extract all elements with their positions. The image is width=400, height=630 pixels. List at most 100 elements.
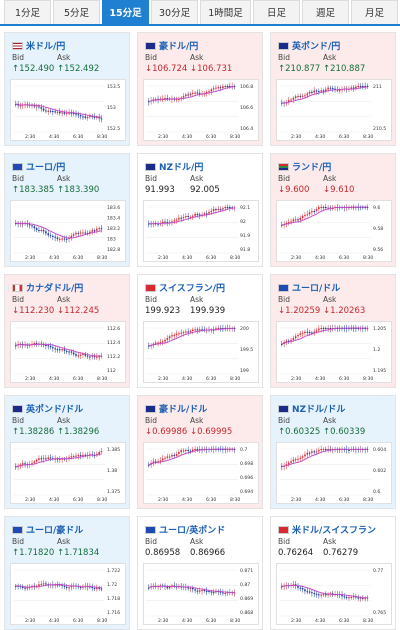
- tab-4[interactable]: 1時間足: [200, 0, 251, 24]
- moving-average-line: [148, 327, 235, 347]
- flag-icon: [145, 404, 156, 413]
- tab-6[interactable]: 週足: [302, 0, 350, 24]
- candle: [285, 340, 288, 343]
- candle: [91, 230, 94, 232]
- pair-title[interactable]: 米ドル/スイスフラン: [278, 523, 376, 536]
- candle: [306, 591, 309, 593]
- price-chart[interactable]: 153.5 153 152.5 2:30 4:30 6:30 8:30: [10, 79, 126, 141]
- ask-label: Ask: [323, 53, 337, 62]
- pair-title[interactable]: 米ドル/円: [12, 39, 65, 52]
- price-chart[interactable]: 9.6 9.58 9.56 2:30 4:30 6:30 8:30: [276, 200, 392, 262]
- currency-card[interactable]: ユーロ/円 Bid ↑183.385 Ask ↑183.390 183.6 183.4 183…: [4, 153, 130, 267]
- price-chart[interactable]: 1.722 1.72 1.718 1.716 2:30 4:30 6:30 8:30: [10, 563, 126, 625]
- ask-price: 1.71834: [64, 548, 100, 558]
- x-tick-label: 2:30: [158, 376, 168, 382]
- pair-title[interactable]: カナダドル/円: [12, 281, 83, 294]
- price-chart[interactable]: 1.385 1.38 1.375 2:30 4:30 6:30 8:30: [10, 442, 126, 504]
- price-chart[interactable]: 0.77 0.765 2:30 4:30 6:30 8:30: [276, 563, 392, 625]
- candle: [164, 339, 166, 342]
- candle: [311, 211, 313, 213]
- candle: [308, 91, 311, 94]
- candle: [63, 238, 66, 240]
- pair-title[interactable]: NZドル/ドル: [278, 402, 345, 415]
- candle: [89, 231, 91, 234]
- y-tick-label: 106.4: [240, 126, 253, 132]
- currency-card[interactable]: NZドル/円 Bid 91.993 Ask 92.005 92.1 92 91.9 91.8 2:…: [137, 153, 263, 267]
- candle: [325, 89, 327, 92]
- pair-title[interactable]: 英ポンド/円: [278, 39, 340, 52]
- pair-title[interactable]: NZドル/円: [145, 160, 203, 173]
- candle: [93, 230, 96, 232]
- candle: [315, 451, 318, 453]
- candle: [187, 216, 189, 218]
- currency-card[interactable]: ユーロ/ドル Bid ↓1.20259 Ask ↓1.20263 1.205 1.2 1.19…: [270, 274, 396, 388]
- tab-5[interactable]: 日足: [252, 0, 300, 24]
- pair-title[interactable]: ランド/円: [278, 160, 331, 173]
- candle: [196, 329, 199, 331]
- pair-title[interactable]: ユーロ/英ポンド: [145, 523, 225, 536]
- x-tick-label: 2:30: [158, 497, 168, 503]
- bid-value: 199.923: [145, 306, 180, 316]
- price-chart[interactable]: 106.8 106.6 106.4 2:30 4:30 6:30 8:30: [143, 79, 259, 141]
- candle: [175, 454, 178, 456]
- candle: [196, 213, 199, 215]
- candle: [322, 207, 325, 208]
- currency-card[interactable]: スイスフラン/円 Bid 199.923 Ask 199.939 200 199.5 199 2…: [137, 274, 263, 388]
- price-chart[interactable]: 112.6 112.4 112.2 112 2:30 4:30 6:30 8:30: [10, 321, 126, 383]
- tab-2[interactable]: 15分足: [102, 0, 150, 24]
- bid-price: 0.60325: [285, 427, 321, 437]
- pair-title[interactable]: 英ポンド/ドル: [12, 402, 83, 415]
- bid-value: ↑1.38286: [12, 427, 54, 437]
- currency-card[interactable]: カナダドル/円 Bid ↓112.230 Ask ↓112.245 112.6 112.4 1…: [4, 274, 130, 388]
- candle: [166, 456, 169, 458]
- candle: [93, 588, 96, 590]
- currency-card[interactable]: 米ドル/円 Bid ↑152.490 Ask ↑152.492 153.5 153 152.5…: [4, 32, 130, 146]
- trend-arrow-icon: ↑: [57, 185, 65, 195]
- tab-7[interactable]: 月足: [351, 0, 399, 24]
- price-chart[interactable]: 200 199.5 199 2:30 4:30 6:30 8:30: [143, 321, 259, 383]
- ask-value: ↓0.69995: [190, 427, 232, 437]
- ask-label: Ask: [323, 537, 337, 546]
- candle: [327, 207, 329, 209]
- candle: [297, 334, 299, 337]
- currency-card[interactable]: ユーロ/英ポンド Bid 0.86958 Ask 0.86966 0.871 0.87 0.8…: [137, 516, 263, 630]
- price-chart[interactable]: 183.6 183.4 183.2 183 182.8 2:30 4:30 6:30 8:30: [10, 200, 126, 262]
- currency-card[interactable]: 英ポンド/ドル Bid ↑1.38286 Ask ↑1.38296 1.385 1.38 1.…: [4, 395, 130, 509]
- candle: [59, 349, 61, 351]
- price-chart[interactable]: 0.7 0.698 0.696 0.694 2:30 4:30 6:30 8:30: [143, 442, 259, 504]
- price-chart[interactable]: 0.871 0.87 0.869 0.868 2:30 4:30 6:30 8:30: [143, 563, 259, 625]
- x-tick-label: 4:30: [315, 255, 325, 261]
- candle: [194, 329, 196, 331]
- pair-title[interactable]: スイスフラン/円: [145, 281, 225, 294]
- currency-card[interactable]: 英ポンド/円 Bid ↑210.877 Ask ↑210.887 211 210.5 2:30…: [270, 32, 396, 146]
- currency-card[interactable]: ユーロ/豪ドル Bid ↑1.71820 Ask ↑1.71834 1.722 1.72 1.…: [4, 516, 130, 630]
- price-chart[interactable]: 1.205 1.2 1.195 2:30 4:30 6:30 8:30: [276, 321, 392, 383]
- price-chart[interactable]: 92.1 92 91.9 91.8 2:30 4:30 6:30 8:30: [143, 200, 259, 262]
- candle: [301, 215, 304, 218]
- candle: [93, 355, 96, 358]
- candle: [157, 461, 159, 463]
- currency-card[interactable]: 米ドル/スイスフラン Bid 0.76264 Ask 0.76279 0.77 0.765 2…: [270, 516, 396, 630]
- candle: [47, 110, 50, 112]
- currency-card[interactable]: 豪ドル/円 Bid ↓106.724 Ask ↓106.731 106.8 106.6 106…: [137, 32, 263, 146]
- pair-title[interactable]: ユーロ/ドル: [278, 281, 340, 294]
- candle: [98, 451, 100, 454]
- currency-card[interactable]: 豪ドル/ドル Bid ↓0.69986 Ask ↓0.69995 0.7 0.698 0.69…: [137, 395, 263, 509]
- tab-3[interactable]: 30分足: [151, 0, 199, 24]
- candle: [42, 108, 45, 111]
- tab-1[interactable]: 5分足: [53, 0, 101, 24]
- ask-value: 199.939: [190, 306, 225, 316]
- currency-card[interactable]: ランド/円 Bid ↓9.600 Ask ↓9.610 9.6 9.58 9.56 2:30 4:…: [270, 153, 396, 267]
- currency-card[interactable]: NZドル/ドル Bid ↑0.60325 Ask ↑0.60339 0.604 0.602 0…: [270, 395, 396, 509]
- price-chart[interactable]: 0.604 0.602 0.6 2:30 4:30 6:30 8:30: [276, 442, 392, 504]
- pair-title[interactable]: 豪ドル/ドル: [145, 402, 207, 415]
- y-tick-label: 200: [240, 326, 249, 332]
- price-chart[interactable]: 211 210.5 2:30 4:30 6:30 8:30: [276, 79, 392, 141]
- pair-title[interactable]: 豪ドル/円: [145, 39, 198, 52]
- candle: [182, 217, 185, 219]
- tab-0[interactable]: 1分足: [4, 0, 52, 24]
- candle: [152, 99, 155, 101]
- bid-price: 0.69986: [152, 427, 188, 437]
- pair-title[interactable]: ユーロ/豪ドル: [12, 523, 83, 536]
- pair-title[interactable]: ユーロ/円: [12, 160, 65, 173]
